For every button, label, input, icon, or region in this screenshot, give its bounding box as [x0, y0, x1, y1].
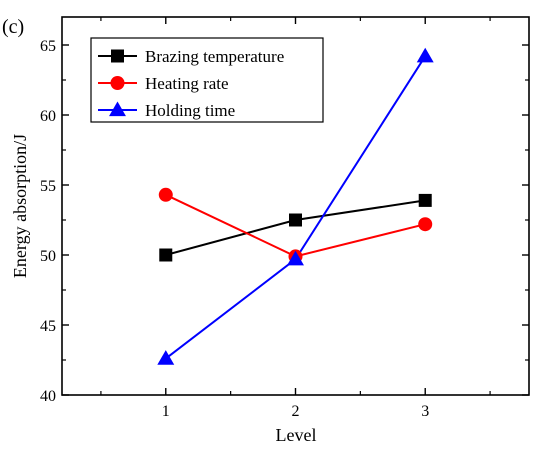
- legend-marker-triangle: [109, 101, 126, 117]
- legend-box: [90, 37, 324, 123]
- y-tick-label: 45: [40, 318, 56, 335]
- data-point-circle: [158, 187, 173, 202]
- legend-marker-square: [111, 49, 124, 63]
- y-tick-label: 55: [40, 178, 56, 195]
- legend-label: Brazing temperature: [145, 47, 284, 66]
- legend-marker-circle: [110, 76, 125, 90]
- data-point-square: [159, 248, 173, 262]
- y-axis: 40 45 50 55 60 65: [40, 38, 529, 405]
- data-point-triangle: [287, 250, 304, 266]
- x-tick-label: 2: [292, 403, 300, 420]
- series-line-square: [165, 199, 426, 256]
- x-tick-label: 1: [162, 403, 170, 420]
- series-markers: [157, 47, 434, 365]
- y-tick-label: 65: [40, 38, 56, 55]
- y-tick-label: 60: [40, 108, 56, 125]
- y-axis-label: Energy absorption/J: [10, 134, 30, 278]
- panel-label: (c): [2, 16, 24, 38]
- y-tick-label: 50: [40, 248, 56, 265]
- data-point-circle: [418, 217, 433, 232]
- data-point-square: [289, 213, 302, 227]
- data-point-square: [418, 193, 432, 207]
- data-point-triangle: [157, 350, 175, 365]
- x-tick-label: 3: [421, 403, 429, 420]
- legend: Brazing temperature Heating rate Holding t…: [90, 37, 324, 123]
- legend-label: Heating rate: [145, 74, 229, 93]
- y-tick-label: 40: [40, 388, 56, 405]
- x-axis: 1 2 3: [100, 17, 491, 420]
- x-axis-label: Level: [276, 425, 317, 445]
- data-point-triangle: [416, 47, 434, 63]
- legend-label: Holding time: [145, 101, 235, 120]
